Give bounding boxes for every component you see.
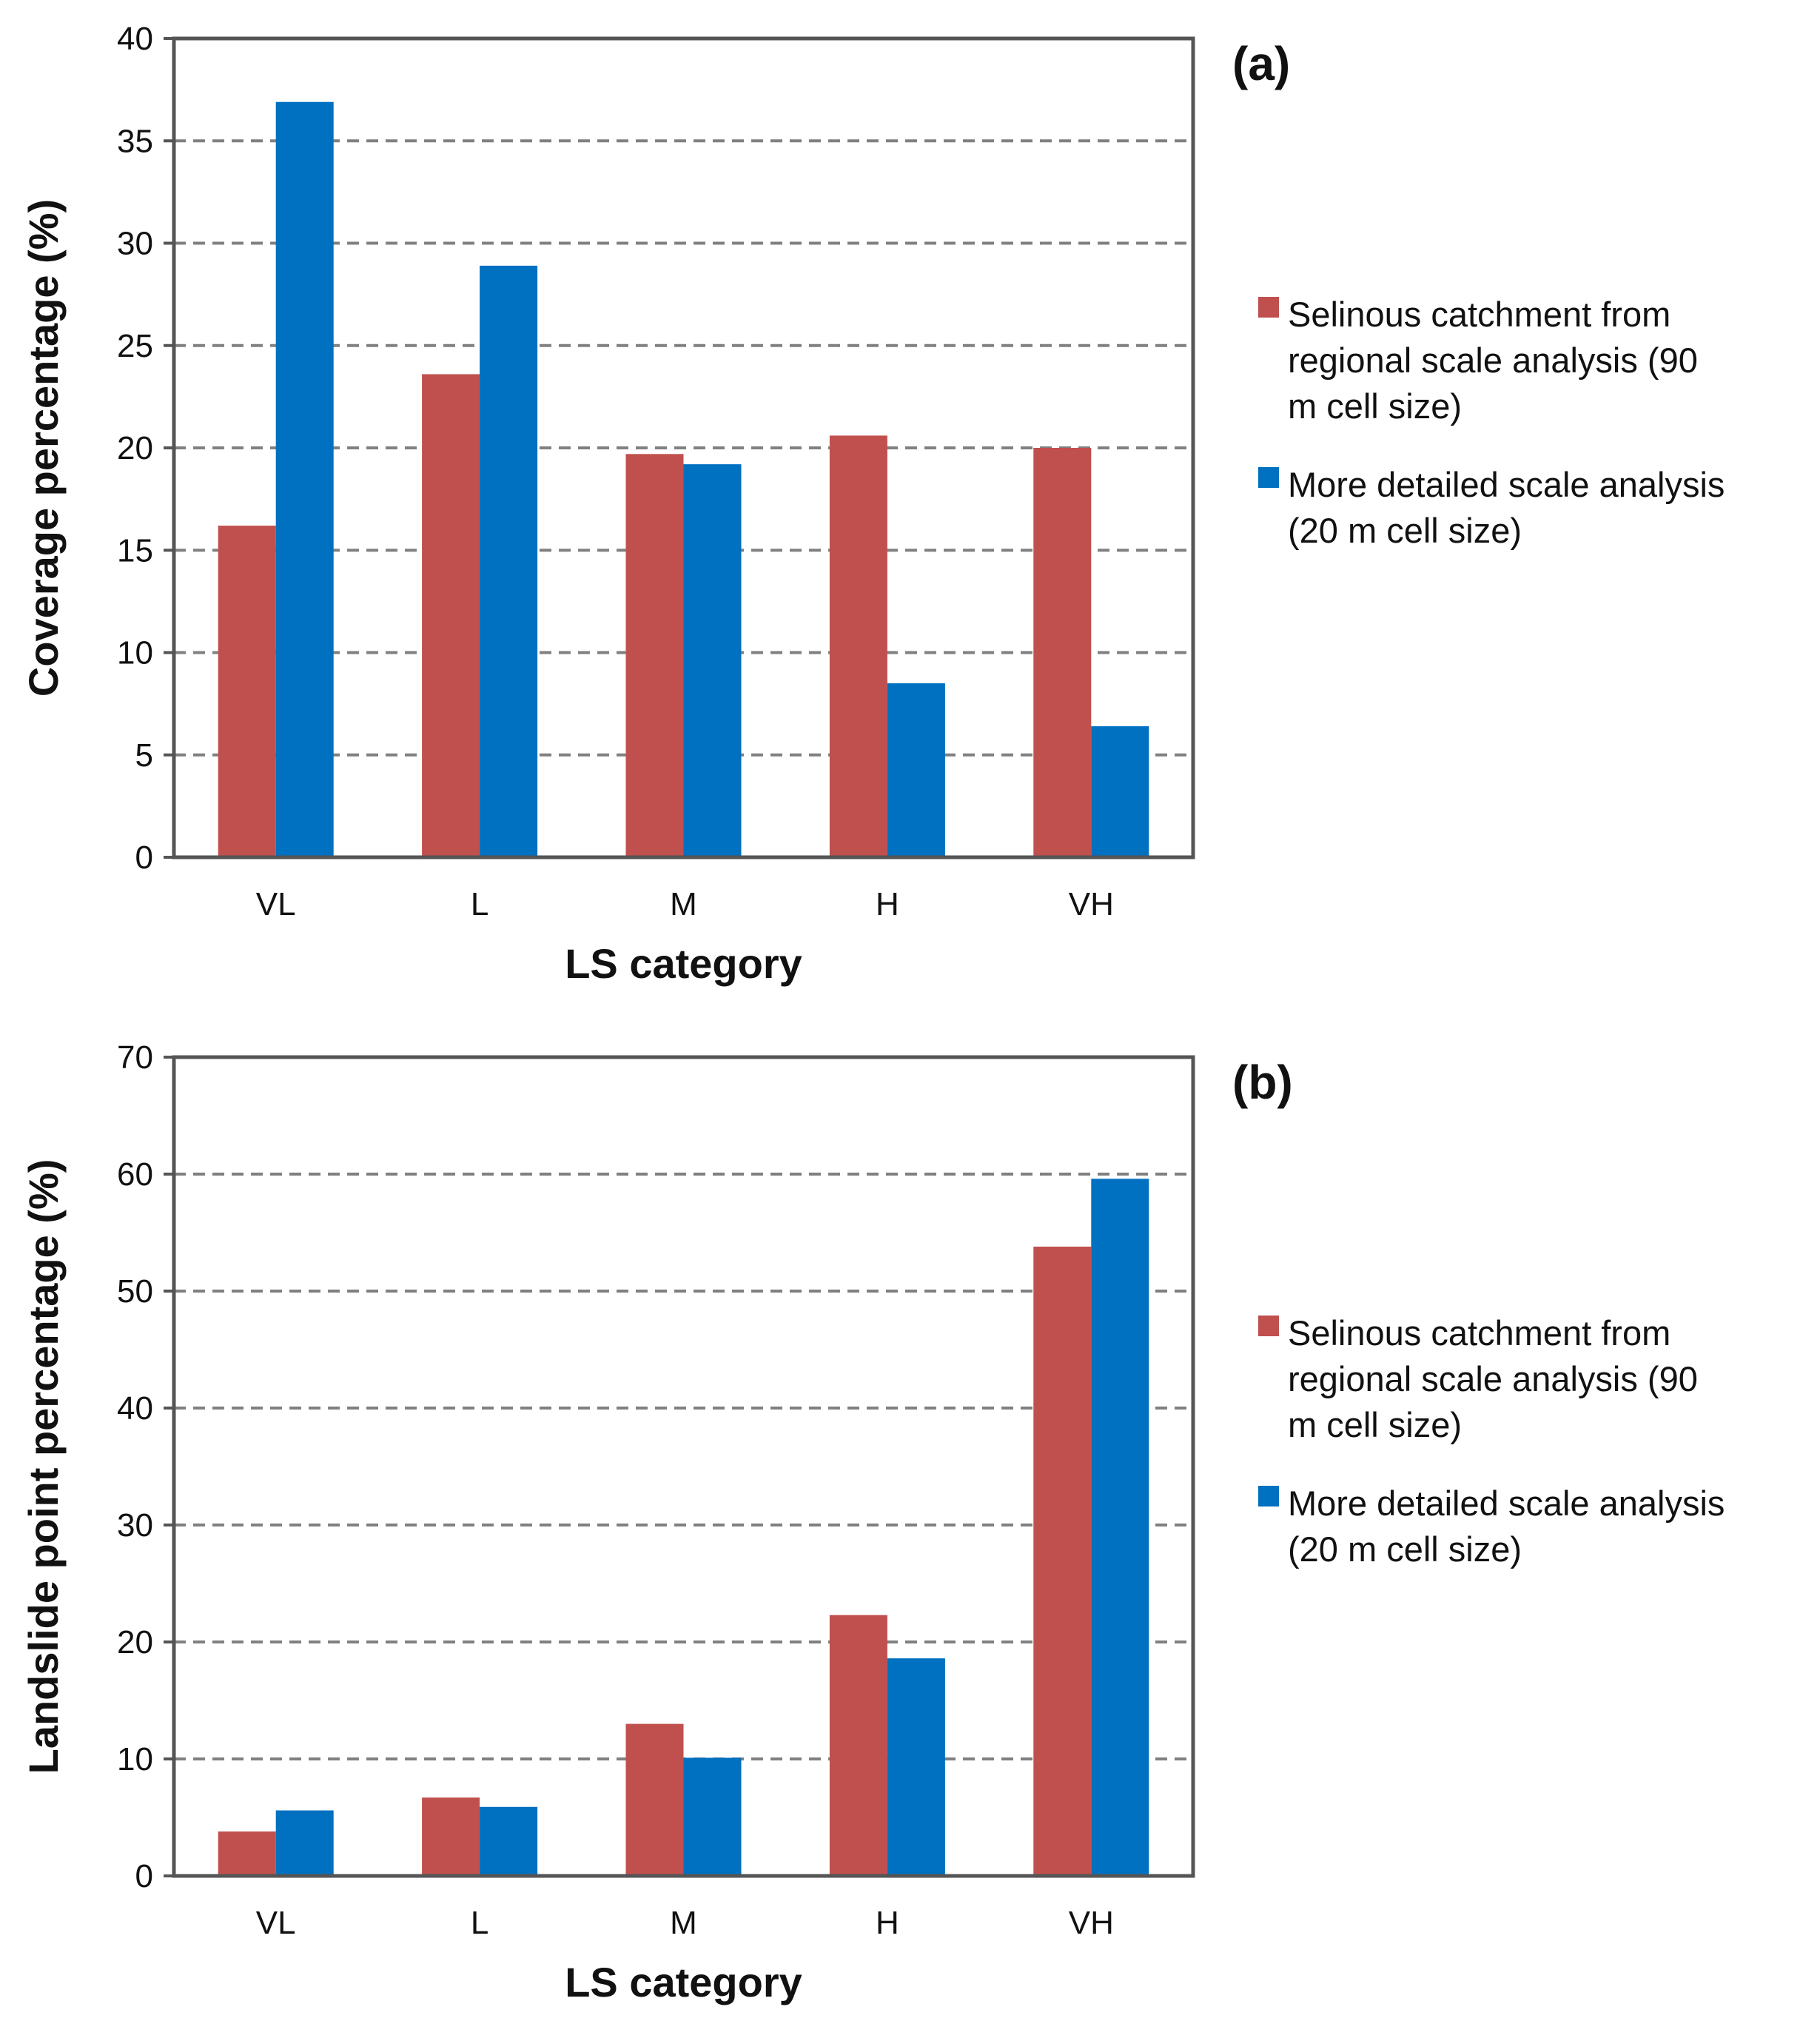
x-tick-label: M (670, 1905, 697, 1941)
bar-regional-vl (218, 526, 276, 857)
y-tick-label: 5 (135, 737, 153, 774)
bar-detailed-h (887, 683, 945, 857)
x-axis-title: LS category (565, 1959, 802, 2005)
bar-detailed-l (480, 1806, 538, 1876)
bar-regional-l (422, 374, 480, 858)
y-tick-label: 40 (117, 21, 153, 57)
chart-panel-a: 0 5 10 15 20 25 30 35 40 VL L M H VH LS category Covera… (0, 0, 1820, 1019)
x-tick-label: L (471, 886, 488, 922)
legend-label-detailed: (20 m cell size) (1288, 1529, 1522, 1569)
legend-label-detailed: More detailed scale analysis (1288, 1484, 1725, 1523)
legend-label-detailed: More detailed scale analysis (1288, 465, 1725, 504)
bar-regional-h (829, 1615, 887, 1876)
y-tick-label: 10 (117, 1741, 153, 1777)
x-tick-label: VH (1069, 886, 1114, 922)
legend-label-regional: regional scale analysis (90 (1288, 341, 1698, 380)
legend-label-detailed: (20 m cell size) (1288, 511, 1522, 550)
chart-a-svg: 0 5 10 15 20 25 30 35 40 VL L M H VH LS category Covera… (20, 21, 1725, 987)
legend-swatch-detailed (1258, 1486, 1279, 1507)
y-tick-label: 15 (117, 532, 153, 569)
bar-detailed-m (683, 464, 742, 857)
y-tick-label: 20 (117, 1624, 153, 1660)
bar-detailed-vl (275, 101, 334, 858)
bar-regional-vh (1033, 448, 1092, 857)
y-tick-label: 0 (135, 839, 153, 876)
bar-regional-vh (1033, 1246, 1092, 1876)
bar-regional-vl (218, 1831, 276, 1876)
y-tick-label: 30 (117, 1507, 153, 1544)
legend-label-regional: Selinous catchment from (1288, 1313, 1670, 1353)
panel-label: (a) (1232, 37, 1290, 90)
legend-label-regional: m cell size) (1288, 1405, 1462, 1444)
y-tick-label: 70 (117, 1039, 153, 1076)
chart-panel-b: 0 10 20 30 40 50 60 70 VL L M H VH LS category Landsli… (0, 1019, 1820, 2037)
bar-detailed-m (683, 1757, 742, 1876)
x-tick-label: L (471, 1905, 488, 1941)
y-axis-title: Landslide point percentage (%) (20, 1159, 67, 1774)
y-tick-label: 30 (117, 226, 153, 262)
bar-detailed-vl (275, 1810, 334, 1876)
legend-swatch-regional (1258, 1316, 1279, 1336)
x-tick-label: VL (256, 886, 296, 922)
bar-detailed-l (480, 265, 538, 857)
bar-regional-h (829, 435, 887, 857)
x-tick-label: VH (1069, 1905, 1114, 1941)
legend-swatch-regional (1258, 297, 1279, 318)
x-tick-label: M (670, 886, 697, 922)
bar-regional-m (625, 1723, 684, 1876)
panel-label: (b) (1232, 1056, 1293, 1109)
bar-regional-l (422, 1797, 480, 1876)
bar-regional-m (625, 454, 684, 857)
bar-detailed-vh (1091, 1179, 1149, 1876)
y-axis-title: Coverage percentage (%) (20, 199, 67, 697)
plot-area-frame (172, 36, 1195, 859)
y-tick-label: 20 (117, 430, 153, 466)
y-tick-label: 35 (117, 123, 153, 159)
legend-label-regional: regional scale analysis (90 (1288, 1359, 1698, 1398)
legend-label-regional: Selinous catchment from (1288, 295, 1670, 334)
x-tick-label: VL (256, 1905, 296, 1941)
chart-b-svg: 0 10 20 30 40 50 60 70 VL L M H VH LS category Landsli… (20, 1039, 1725, 2005)
y-tick-label: 0 (135, 1858, 153, 1894)
bar-detailed-h (887, 1658, 945, 1876)
y-tick-label: 10 (117, 635, 153, 671)
legend-label-regional: m cell size) (1288, 386, 1462, 426)
bar-detailed-vh (1091, 726, 1149, 857)
plot-area-frame (172, 1055, 1195, 1878)
y-tick-label: 25 (117, 328, 153, 364)
y-tick-label: 50 (117, 1273, 153, 1310)
x-tick-label: H (876, 886, 899, 922)
x-axis-title: LS category (565, 940, 802, 987)
legend-swatch-detailed (1258, 467, 1279, 488)
y-tick-label: 60 (117, 1156, 153, 1193)
x-tick-label: H (876, 1905, 899, 1941)
y-tick-label: 40 (117, 1390, 153, 1427)
